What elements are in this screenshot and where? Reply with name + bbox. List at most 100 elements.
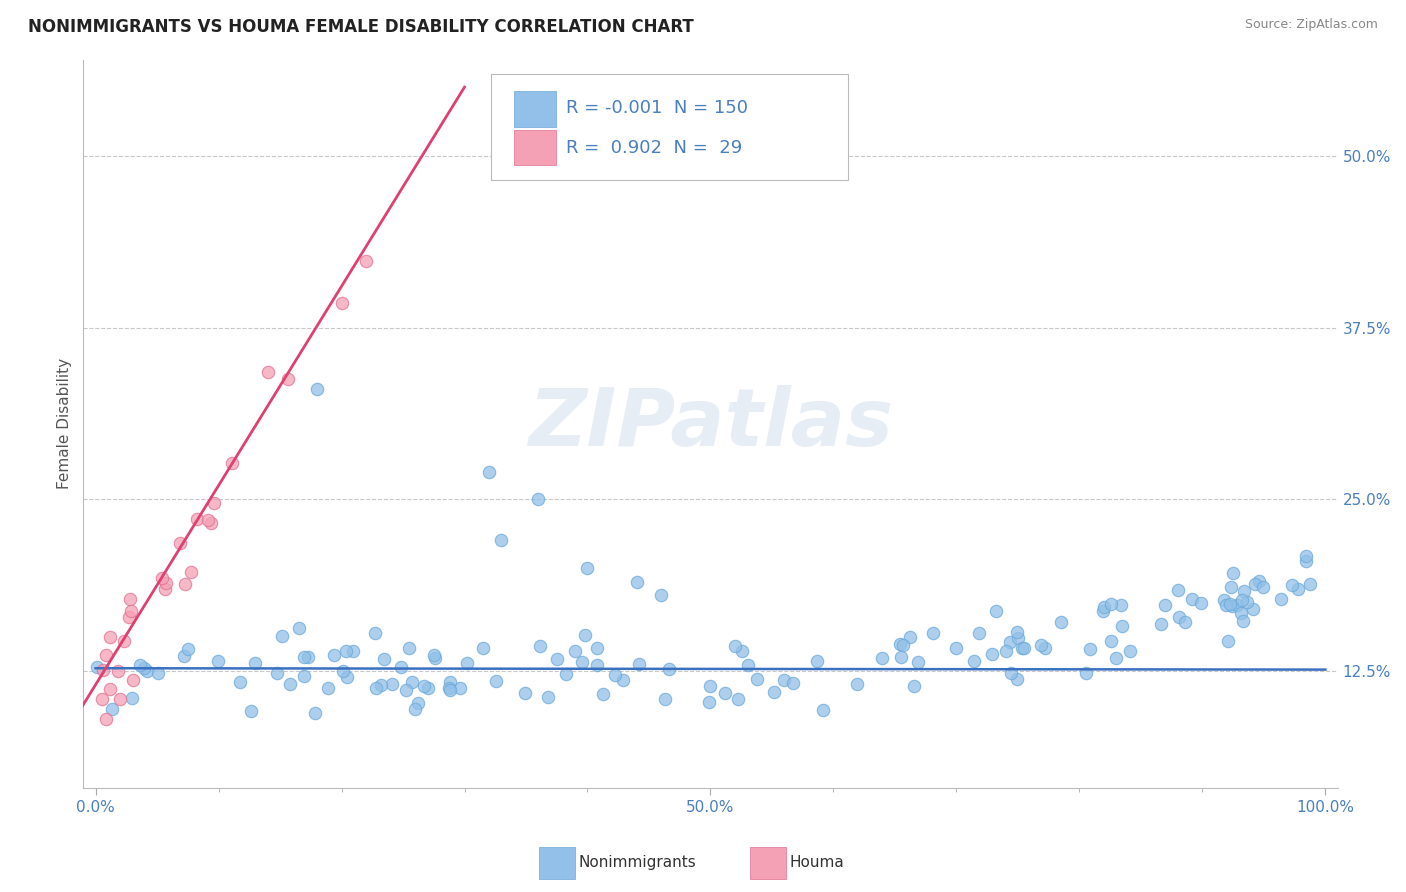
- Text: R =  0.902  N =  29: R = 0.902 N = 29: [567, 139, 742, 157]
- Point: [628, 657, 651, 671]
- Point: [1295, 554, 1317, 568]
- Point: [169, 536, 191, 550]
- Point: [1236, 595, 1258, 609]
- Point: [1119, 643, 1142, 657]
- Point: [907, 655, 929, 669]
- Point: [153, 582, 176, 596]
- Point: [100, 682, 122, 697]
- Point: [564, 644, 586, 658]
- Point: [1220, 599, 1243, 614]
- Point: [782, 676, 804, 690]
- Point: [336, 670, 359, 684]
- Point: [304, 706, 326, 721]
- Point: [846, 677, 869, 691]
- Point: [998, 635, 1021, 649]
- Point: [527, 492, 550, 507]
- Point: [332, 664, 354, 678]
- Point: [586, 658, 609, 673]
- Point: [243, 656, 266, 670]
- Point: [96, 712, 118, 726]
- Point: [903, 679, 925, 693]
- Point: [626, 574, 648, 589]
- Point: [416, 681, 439, 695]
- Point: [963, 655, 986, 669]
- Point: [1150, 616, 1173, 631]
- Point: [180, 566, 202, 580]
- Point: [547, 652, 569, 666]
- Point: [110, 692, 132, 706]
- Point: [439, 683, 461, 698]
- Point: [271, 629, 294, 643]
- Point: [1299, 577, 1322, 591]
- Point: [413, 680, 436, 694]
- Point: [1232, 614, 1254, 628]
- Point: [330, 296, 353, 310]
- Point: [456, 657, 478, 671]
- Point: [364, 625, 387, 640]
- Point: [1168, 610, 1191, 624]
- Point: [257, 365, 280, 379]
- Point: [439, 681, 461, 695]
- Point: [98, 630, 121, 644]
- Point: [323, 648, 346, 663]
- Point: [366, 681, 388, 695]
- Point: [94, 648, 117, 662]
- Point: [354, 253, 377, 268]
- Point: [449, 681, 471, 696]
- Point: [423, 650, 446, 665]
- Point: [294, 650, 316, 665]
- Point: [1249, 574, 1271, 588]
- Point: [1011, 640, 1033, 655]
- Point: [389, 659, 412, 673]
- Point: [266, 665, 288, 680]
- Point: [342, 644, 364, 658]
- Point: [398, 640, 420, 655]
- Point: [1174, 615, 1197, 629]
- Point: [121, 691, 143, 706]
- Point: [1232, 584, 1254, 599]
- Point: [277, 372, 299, 386]
- Point: [921, 626, 943, 640]
- Point: [280, 676, 302, 690]
- Point: [221, 456, 243, 470]
- Point: [91, 692, 114, 706]
- Point: [395, 683, 418, 698]
- Point: [1216, 634, 1239, 648]
- Point: [658, 662, 681, 676]
- Point: [984, 604, 1007, 618]
- Point: [129, 658, 152, 673]
- Point: [335, 644, 357, 658]
- Point: [697, 695, 720, 709]
- Point: [381, 677, 404, 691]
- Point: [969, 625, 991, 640]
- Point: [1212, 593, 1234, 607]
- Point: [981, 647, 1004, 661]
- Point: [898, 630, 921, 644]
- Point: [229, 674, 252, 689]
- Point: [1230, 607, 1253, 621]
- Text: Nonimmigrants: Nonimmigrants: [578, 855, 696, 870]
- Point: [200, 516, 222, 530]
- Point: [1014, 640, 1036, 655]
- Point: [745, 672, 768, 686]
- Point: [197, 513, 219, 527]
- Point: [136, 664, 159, 678]
- Point: [1078, 641, 1101, 656]
- Point: [870, 651, 893, 665]
- Point: [1215, 598, 1237, 612]
- Point: [288, 622, 311, 636]
- Point: [727, 691, 749, 706]
- Point: [737, 657, 759, 672]
- Point: [555, 666, 578, 681]
- Point: [994, 643, 1017, 657]
- Point: [485, 673, 508, 688]
- Point: [177, 641, 200, 656]
- Point: [1180, 591, 1202, 606]
- Point: [86, 660, 108, 674]
- Point: [134, 661, 156, 675]
- Point: [1243, 577, 1265, 591]
- Point: [422, 648, 444, 662]
- Point: [574, 628, 596, 642]
- Point: [297, 649, 319, 664]
- Point: [107, 664, 129, 678]
